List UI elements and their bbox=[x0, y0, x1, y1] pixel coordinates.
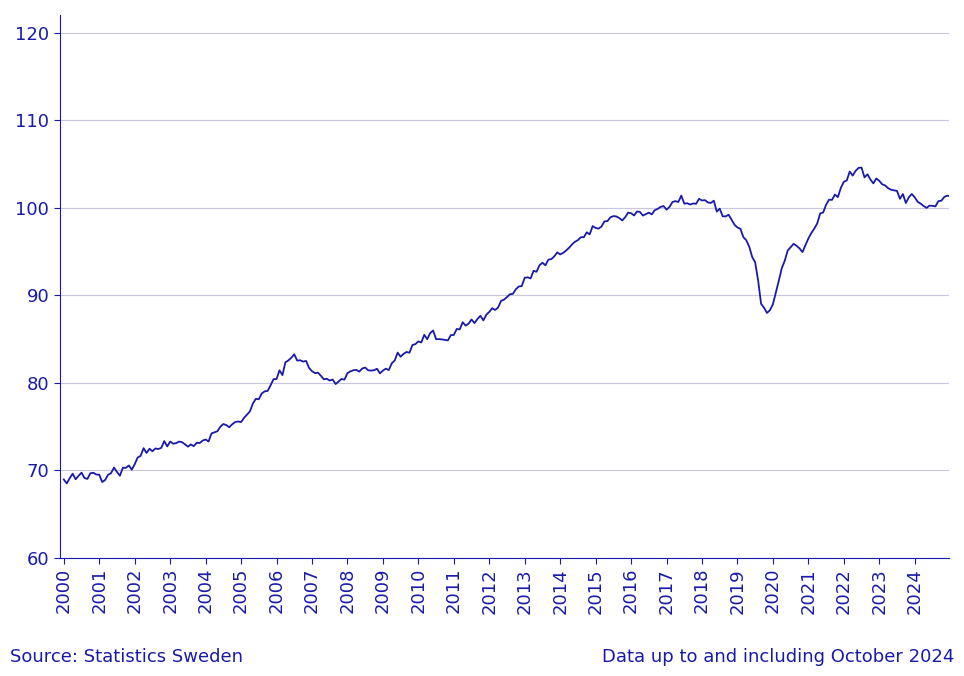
Text: Data up to and including October 2024: Data up to and including October 2024 bbox=[602, 648, 954, 666]
Text: Source: Statistics Sweden: Source: Statistics Sweden bbox=[10, 648, 243, 666]
